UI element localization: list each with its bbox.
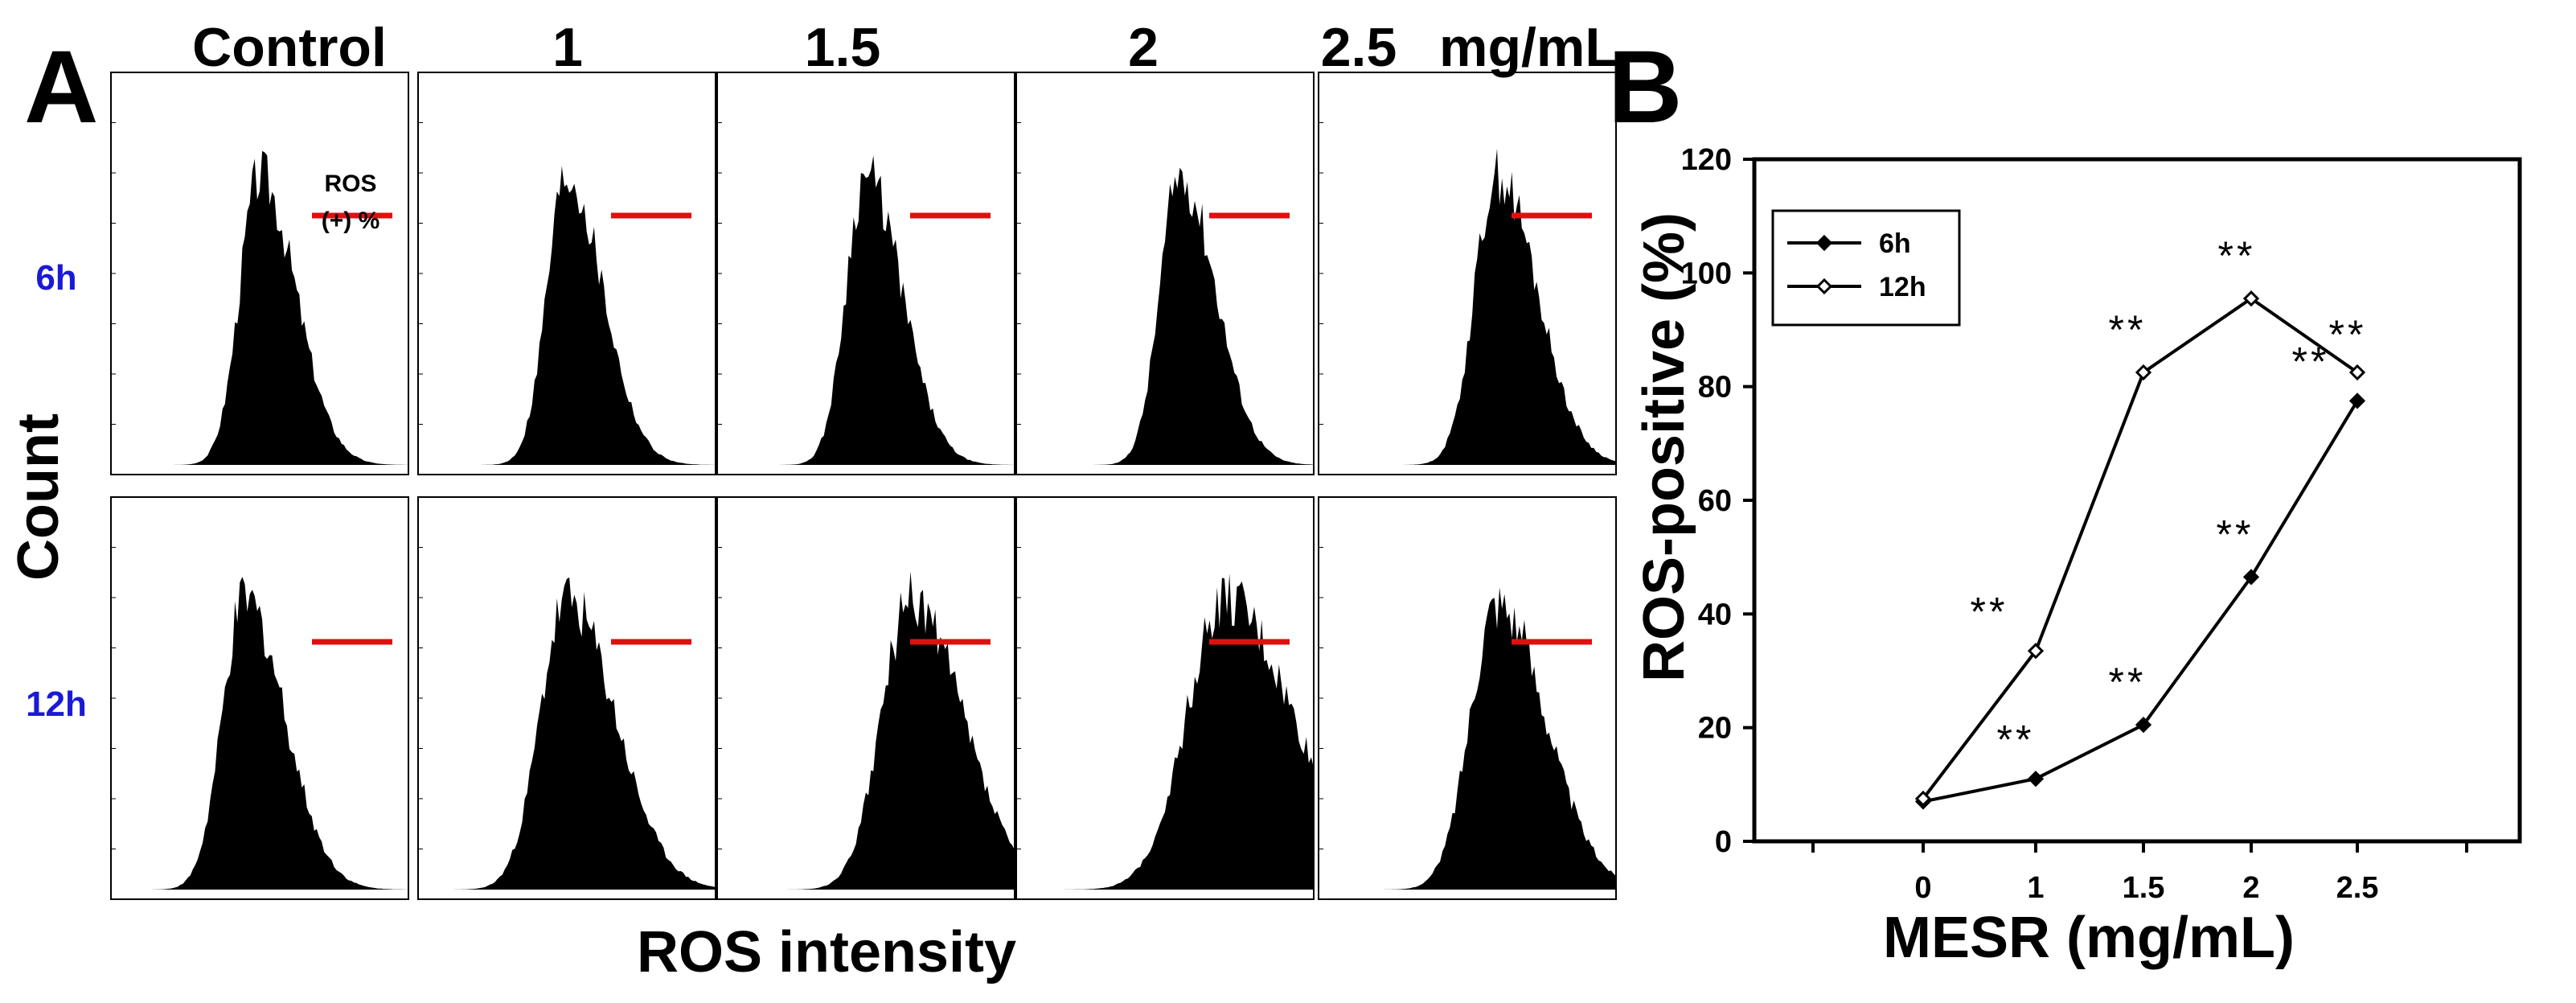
significance-12h-2.5: ** — [2329, 312, 2367, 357]
point-12h-1.5 — [2135, 364, 2152, 381]
x-tick-label-1: 1 — [2027, 871, 2044, 905]
point-12h-0 — [1914, 790, 1932, 808]
y-tick-label-100: 100 — [1681, 257, 1732, 290]
legend-label-12h: 12h — [1879, 272, 1926, 302]
histogram-6h-1 — [111, 150, 408, 466]
x-tick-label-0: 0 — [1914, 871, 1931, 905]
histogram-6h-3 — [717, 155, 1015, 465]
row-labels: 6h 12h — [26, 258, 87, 724]
significance-12h-2: ** — [2218, 233, 2256, 278]
x-tick-label-1.5: 1.5 — [2123, 871, 2165, 905]
histogram-grid — [110, 72, 1617, 900]
point-6h-1 — [2027, 771, 2045, 787]
panel-b-letter: B — [1608, 30, 1682, 145]
column-label-1: Control — [192, 17, 387, 78]
ros-intensity-axis-title: ROS intensity — [637, 920, 1016, 985]
point-12h-2.5 — [2348, 364, 2366, 381]
point-6h-2 — [2242, 569, 2260, 586]
histogram-6h-4 — [1016, 167, 1314, 465]
row-label-12h: 12h — [26, 684, 87, 724]
y-tick-label-0: 0 — [1715, 825, 1732, 859]
legend-label-6h: 6h — [1879, 228, 1911, 259]
significance-6h-2.5: ** — [2292, 339, 2330, 384]
significance-12h-1.5: ** — [2109, 307, 2147, 352]
row-label-6h: 6h — [35, 258, 76, 298]
significance-6h-1: ** — [1997, 717, 2035, 762]
histogram-12h-2 — [418, 577, 716, 890]
point-12h-2 — [2242, 290, 2260, 307]
x-tick-label-2: 2 — [2242, 871, 2259, 905]
point-6h-2.5 — [2348, 393, 2366, 409]
mesr-axis-title: MESR (mg/mL) — [1883, 906, 2295, 970]
column-labels: Control 1 1.5 2 2.5 — [192, 17, 1397, 78]
legend-marker-12h — [1815, 277, 1833, 295]
x-tick-label-2.5: 2.5 — [2336, 871, 2379, 905]
legend-marker-6h — [1815, 234, 1833, 252]
histogram-6h-2 — [418, 166, 716, 466]
y-tick-label-80: 80 — [1698, 371, 1732, 405]
column-label-5: 2.5 — [1321, 17, 1397, 78]
panel-a-letter: A — [24, 30, 98, 145]
column-label-4: 2 — [1128, 17, 1159, 78]
dose-unit-label: mg/mL — [1439, 17, 1618, 78]
y-tick-label-40: 40 — [1698, 598, 1732, 631]
significance-12h-1: ** — [1971, 589, 2008, 634]
ros-note-line1: ROS — [324, 171, 376, 197]
y-tick-label-60: 60 — [1698, 484, 1732, 518]
y-tick-label-20: 20 — [1698, 712, 1732, 746]
ros-positive-axis-title: ROS-positive (%) — [1632, 212, 1696, 682]
y-tick-label-120: 120 — [1681, 143, 1732, 177]
histogram-12h-4 — [1016, 573, 1314, 890]
significance-6h-1.5: ** — [2109, 660, 2147, 705]
legend-box — [1771, 209, 1961, 327]
histogram-12h-1 — [111, 577, 408, 890]
significance-6h-2: ** — [2217, 512, 2254, 557]
point-6h-1.5 — [2135, 717, 2152, 734]
histogram-6h-5 — [1319, 148, 1616, 465]
ros-note-line2: (+) % — [322, 208, 380, 234]
column-label-2: 1 — [552, 17, 583, 78]
count-axis-title: Count — [6, 413, 71, 581]
histogram-12h-5 — [1319, 587, 1616, 890]
histogram-12h-3 — [717, 571, 1015, 890]
point-12h-1 — [2027, 643, 2045, 660]
column-label-3: 1.5 — [805, 17, 881, 78]
